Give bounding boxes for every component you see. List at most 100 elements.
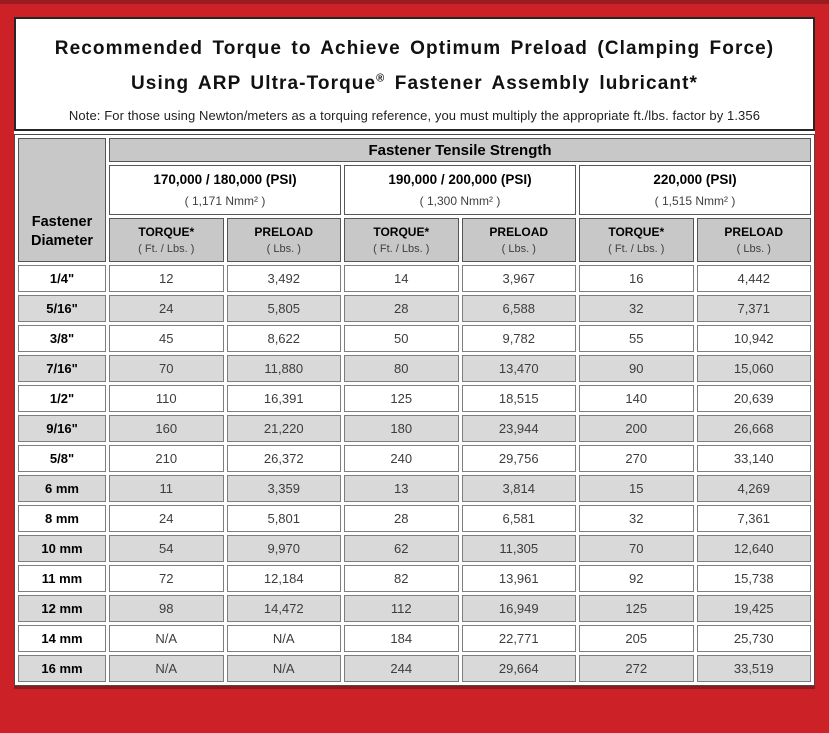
torque-value-cell: 32 (579, 505, 694, 532)
preload-value-cell: 29,664 (461, 655, 576, 682)
preload-value-cell: 19,425 (696, 595, 811, 622)
title-line-1: Recommended Torque to Achieve Optimum Pr… (54, 38, 775, 59)
torque-value-cell: 82 (344, 565, 459, 592)
torque-value-cell: 50 (344, 325, 459, 352)
table-header: Fastener Diameter Fastener Tensile Stren… (18, 138, 811, 262)
preload-value-cell: 3,359 (226, 475, 341, 502)
fastener-diameter-cell: 16 mm (18, 655, 106, 682)
torque-value-cell: 70 (579, 535, 694, 562)
tensile-strength-header: Fastener Tensile Strength (109, 138, 811, 162)
torque-value-cell: 80 (344, 355, 459, 382)
fastener-diameter-cell: 9/16" (18, 415, 106, 442)
fastener-diameter-cell: 1/2" (18, 385, 106, 412)
table-row: 8 mm 24 5,801 28 6,581 32 7,361 (18, 505, 811, 532)
preload-value-cell: 14,472 (226, 595, 341, 622)
preload-label: PRELOAD (724, 225, 784, 239)
preload-value-cell: 15,738 (696, 565, 811, 592)
fastener-diameter-cell: 1/4" (18, 265, 106, 292)
fastener-diameter-cell: 8 mm (18, 505, 106, 532)
psi-header-170-180: 170,000 / 180,000 (PSI) ( 1,171 Nmm² ) (109, 165, 341, 215)
preload-value-cell: 16,391 (226, 385, 341, 412)
torque-unit-label: ( Ft. / Lbs. ) (373, 243, 430, 255)
preload-value-cell: 5,805 (226, 295, 341, 322)
torque-value-cell: 32 (579, 295, 694, 322)
preload-column-header: PRELOAD ( Lbs. ) (226, 218, 341, 262)
torque-unit-label: ( Ft. / Lbs. ) (138, 243, 195, 255)
table-row: 1/2" 110 16,391 125 18,515 140 20,639 (18, 385, 811, 412)
psi-header-190-200: 190,000 / 200,000 (PSI) ( 1,300 Nmm² ) (344, 165, 576, 215)
red-frame: Recommended Torque to Achieve Optimum Pr… (14, 17, 815, 689)
table-row: 7/16" 70 11,880 80 13,470 90 15,060 (18, 355, 811, 382)
torque-column-header: TORQUE* ( Ft. / Lbs. ) (579, 218, 694, 262)
torque-value-cell: 28 (344, 505, 459, 532)
content-panel: Recommended Torque to Achieve Optimum Pr… (14, 17, 815, 689)
torque-value-cell: 92 (579, 565, 694, 592)
torque-value-cell: 55 (579, 325, 694, 352)
torque-value-cell: 270 (579, 445, 694, 472)
torque-table: Fastener Diameter Fastener Tensile Stren… (14, 134, 815, 686)
torque-value-cell: 210 (109, 445, 224, 472)
psi-label: 220,000 (PSI) (653, 172, 737, 187)
table-row: 10 mm 54 9,970 62 11,305 70 12,640 (18, 535, 811, 562)
table-row: 9/16" 160 21,220 180 23,944 200 26,668 (18, 415, 811, 442)
fastener-diameter-cell: 6 mm (18, 475, 106, 502)
torque-value-cell: 272 (579, 655, 694, 682)
fastener-diameter-cell: 7/16" (18, 355, 106, 382)
preload-label: PRELOAD (254, 225, 314, 239)
preload-value-cell: 20,639 (696, 385, 811, 412)
preload-value-cell: 7,371 (696, 295, 811, 322)
page-title: Recommended Torque to Achieve Optimum Pr… (16, 34, 813, 99)
fastener-diameter-cell: 10 mm (18, 535, 106, 562)
table-body: 1/4" 12 3,492 14 3,967 16 4,442 5/16" 24… (18, 265, 811, 682)
preload-column-header: PRELOAD ( Lbs. ) (461, 218, 576, 262)
table-row: 3/8" 45 8,622 50 9,782 55 10,942 (18, 325, 811, 352)
torque-label: TORQUE* (373, 225, 430, 239)
fastener-diameter-cell: 5/8" (18, 445, 106, 472)
torque-value-cell: 240 (344, 445, 459, 472)
note-text: Note: For those using Newton/meters as a… (68, 108, 761, 124)
torque-label: TORQUE* (608, 225, 665, 239)
preload-value-cell: 7,361 (696, 505, 811, 532)
torque-value-cell: 24 (109, 295, 224, 322)
nmm-label: ( 1,300 Nmm² ) (419, 194, 501, 208)
preload-value-cell: 25,730 (696, 625, 811, 652)
preload-column-header: PRELOAD ( Lbs. ) (696, 218, 811, 262)
torque-value-cell: 140 (579, 385, 694, 412)
preload-value-cell: 6,581 (461, 505, 576, 532)
fastener-diameter-cell: 5/16" (18, 295, 106, 322)
torque-value-cell: 16 (579, 265, 694, 292)
preload-value-cell: 9,782 (461, 325, 576, 352)
fastener-diameter-header-line1: Fastener (31, 214, 93, 230)
psi-header-row: 170,000 / 180,000 (PSI) ( 1,171 Nmm² ) 1… (18, 165, 811, 215)
nmm-label: ( 1,171 Nmm² ) (184, 194, 266, 208)
table-row: 5/8" 210 26,372 240 29,756 270 33,140 (18, 445, 811, 472)
preload-value-cell: 11,880 (226, 355, 341, 382)
preload-unit-label: ( Lbs. ) (736, 243, 771, 255)
torque-label: TORQUE* (138, 225, 195, 239)
torque-value-cell: 90 (579, 355, 694, 382)
preload-value-cell: 15,060 (696, 355, 811, 382)
preload-value-cell: 23,944 (461, 415, 576, 442)
torque-value-cell: 72 (109, 565, 224, 592)
torque-value-cell: 62 (344, 535, 459, 562)
preload-value-cell: 6,588 (461, 295, 576, 322)
fastener-diameter-cell: 14 mm (18, 625, 106, 652)
preload-unit-label: ( Lbs. ) (266, 243, 301, 255)
preload-value-cell: 10,942 (696, 325, 811, 352)
table-row: 12 mm 98 14,472 112 16,949 125 19,425 (18, 595, 811, 622)
preload-value-cell: 4,442 (696, 265, 811, 292)
preload-value-cell: 4,269 (696, 475, 811, 502)
psi-label: 170,000 / 180,000 (PSI) (153, 172, 297, 187)
torque-unit-label: ( Ft. / Lbs. ) (608, 243, 665, 255)
torque-value-cell: 125 (344, 385, 459, 412)
torque-value-cell: 98 (109, 595, 224, 622)
preload-value-cell: 16,949 (461, 595, 576, 622)
torque-column-header: TORQUE* ( Ft. / Lbs. ) (109, 218, 224, 262)
preload-value-cell: 18,515 (461, 385, 576, 412)
preload-value-cell: 13,961 (461, 565, 576, 592)
preload-value-cell: 5,801 (226, 505, 341, 532)
preload-value-cell: 11,305 (461, 535, 576, 562)
preload-value-cell: 26,372 (226, 445, 341, 472)
torque-value-cell: 200 (579, 415, 694, 442)
